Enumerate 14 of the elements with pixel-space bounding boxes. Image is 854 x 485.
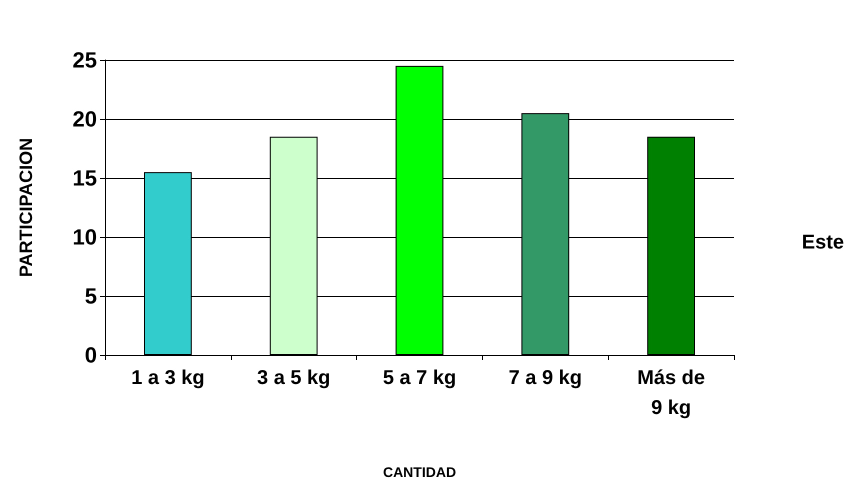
y-tick-label: 5 (84, 284, 97, 308)
y-tick-label: 10 (72, 224, 97, 250)
y-tick-label: 25 (72, 48, 97, 72)
x-axis-title: CANTIDAD (382, 464, 456, 480)
y-tick-label: 0 (84, 342, 97, 368)
x-tick-label: 1 a 3 kg (131, 367, 205, 389)
y-tick-label: 20 (72, 106, 97, 132)
x-tick-label: 3 a 5 kg (257, 367, 330, 389)
text: Este (802, 232, 844, 254)
y-axis-title: PARTICIPACION (16, 138, 36, 278)
y-tick-label: 15 (72, 166, 97, 190)
x-tick-label: 7 a 9 kg (508, 367, 582, 389)
x-tick-label: 5 a 7 kg (382, 367, 456, 389)
x-tick-label: Más de 9 kg (637, 367, 706, 419)
